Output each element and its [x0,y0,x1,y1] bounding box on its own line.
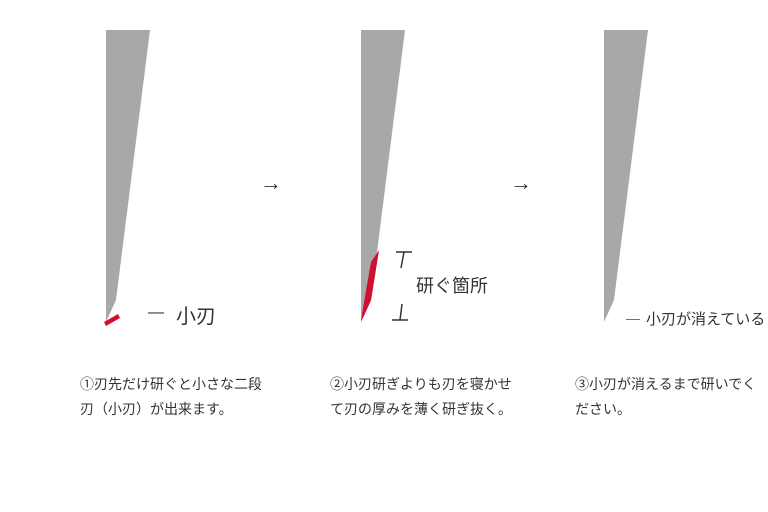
koba-label-1: 小刃 [176,300,216,329]
koba-gone-label: 小刃が消えている [646,308,765,329]
arrow-1: → [260,170,282,196]
caption-3: ③小刃が消えるまで研いでください。 [575,372,765,422]
koba-dash-3: — [626,310,640,326]
koba-dash-1: — [148,304,164,322]
diagram-stage: — 小刃 → 研ぐ箇所 → — 小刃が消えている ①刃先だけ研ぐと小さな二段刃（… [0,0,768,512]
grind-label: 研ぐ箇所 [416,272,488,298]
blade-1 [100,30,160,330]
caption-2: ②小刃研ぎよりも刃を寝かせて刃の厚みを薄く研ぎ抜く。 [330,372,520,422]
arrow-2: → [510,170,532,196]
blade-3 [598,30,658,330]
caption-1: ①刃先だけ研ぐと小さな二段刃（小刃）が出来ます。 [80,372,270,422]
